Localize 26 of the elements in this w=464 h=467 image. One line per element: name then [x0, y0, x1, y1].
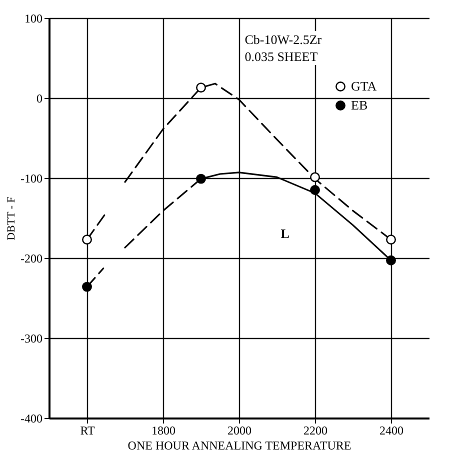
point — [82, 234, 92, 245]
annotation: L — [280, 226, 290, 241]
x-tick-label: 2000 — [228, 424, 252, 438]
point — [386, 255, 396, 266]
legend-label: GTA — [351, 78, 378, 94]
point — [82, 282, 92, 292]
point — [310, 172, 320, 182]
point — [310, 185, 320, 195]
y-tick-label: -200 — [20, 252, 42, 266]
annotation: Cb-10W-2.5Zr — [244, 32, 322, 47]
x-axis-title: ONE HOUR ANNEALING TEMPERATURE — [128, 438, 352, 452]
y-axis-title: DBTT - F — [6, 196, 18, 240]
y-tick-label: 100 — [24, 12, 42, 26]
point — [196, 174, 206, 184]
point — [386, 234, 396, 245]
y-tick-label: -400 — [20, 412, 42, 426]
legend-label: EB — [351, 98, 368, 112]
x-tick-label: 1800 — [152, 424, 176, 438]
y-tick-label: -100 — [20, 172, 42, 186]
point — [196, 82, 206, 93]
x-tick-label: 2200 — [304, 424, 328, 438]
annotation: 0.035 SHEET — [244, 49, 318, 64]
y-tick-label: -300 — [20, 332, 42, 346]
y-tick-label: 0 — [36, 92, 42, 106]
x-tick-label: RT — [80, 424, 96, 438]
x-tick-label: 2400 — [380, 424, 404, 438]
